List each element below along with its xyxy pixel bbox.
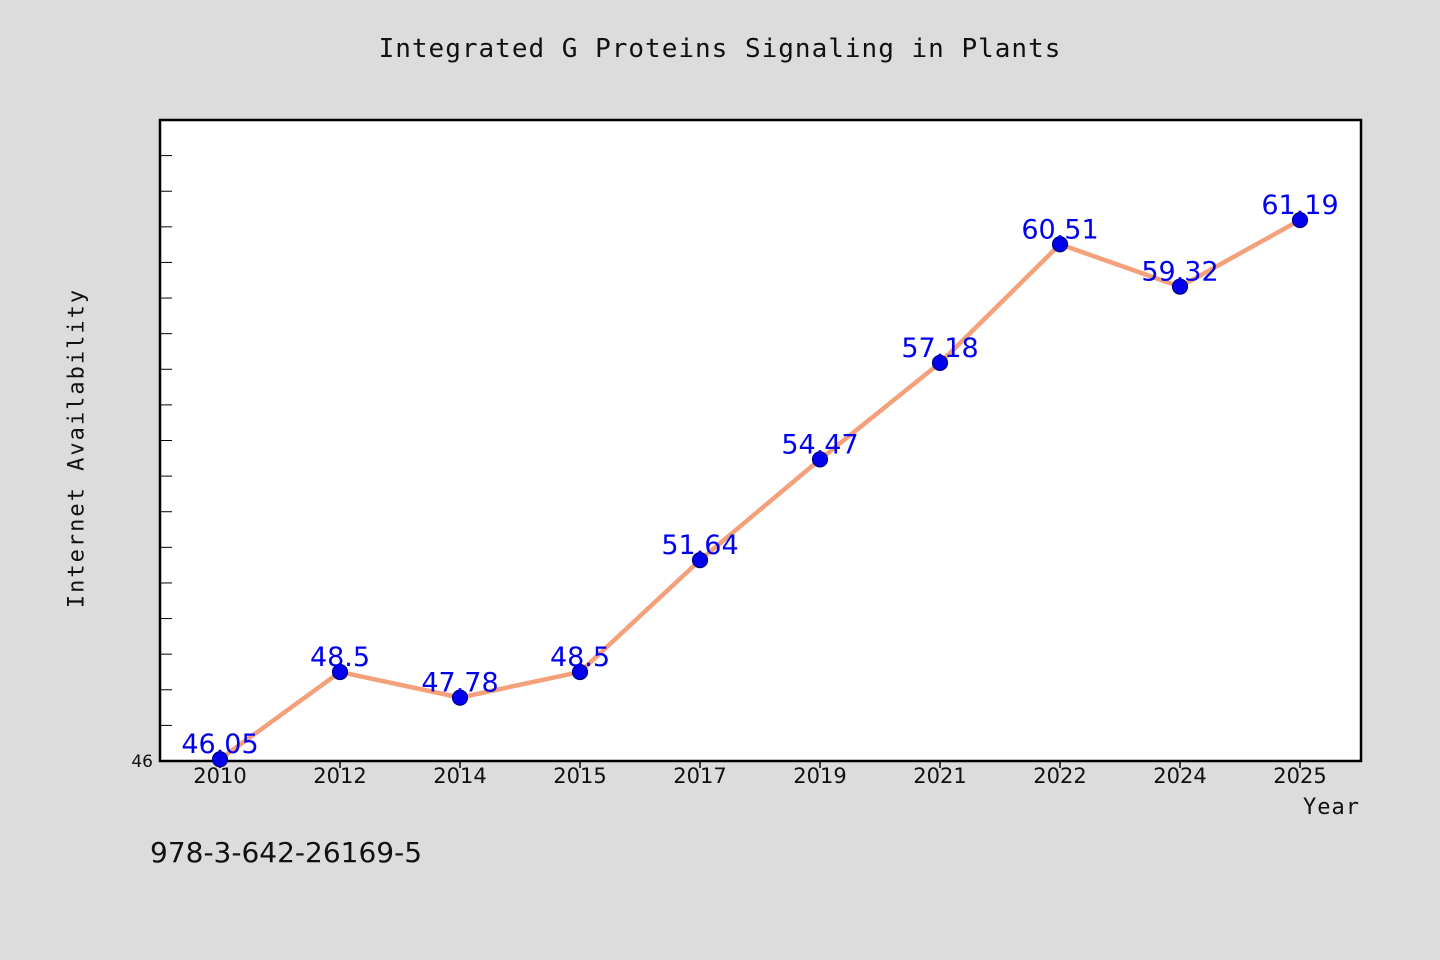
x-tick-label: 2024 (1153, 764, 1206, 788)
data-label: 61.19 (1261, 190, 1338, 221)
data-point (811, 451, 829, 468)
data-point (931, 354, 949, 371)
y-tick-label: 46 (131, 752, 153, 772)
chart-title: Integrated G Proteins Signaling in Plant… (378, 34, 1062, 64)
data-point (691, 552, 709, 569)
x-tick-label: 2019 (793, 764, 846, 788)
data-point (211, 751, 229, 768)
data-point (1051, 236, 1069, 253)
x-axis-label: Year (1303, 795, 1360, 820)
data-point (1171, 278, 1189, 295)
x-tick-label: 2012 (313, 764, 366, 788)
data-label: 60.51 (1021, 214, 1098, 245)
data-point (331, 663, 349, 681)
x-tick-label: 2021 (913, 764, 966, 788)
series-line (217, 217, 1303, 762)
footnote-isbn: 978-3-642-26169-5 (150, 836, 423, 869)
x-tick-label: 2017 (673, 764, 726, 788)
x-tick-label: 2025 (1273, 764, 1326, 788)
x-tick-label: 2022 (1033, 764, 1086, 788)
data-label: 47.78 (421, 668, 498, 699)
data-label: 51.64 (661, 530, 738, 561)
data-label: 59.32 (1141, 257, 1218, 288)
plot-frame (158, 118, 1363, 763)
data-label: 48.5 (550, 642, 610, 673)
data-label: 46.05 (181, 729, 258, 760)
data-point (1291, 211, 1309, 229)
data-label: 48.5 (310, 642, 370, 673)
x-tick-label: 2014 (433, 764, 486, 788)
x-tick-label: 2015 (553, 764, 606, 788)
x-tick-label: 2010 (193, 764, 246, 788)
data-point (451, 689, 469, 706)
data-label: 54.47 (781, 429, 858, 460)
data-label: 57.18 (901, 333, 978, 364)
data-point (571, 663, 589, 681)
